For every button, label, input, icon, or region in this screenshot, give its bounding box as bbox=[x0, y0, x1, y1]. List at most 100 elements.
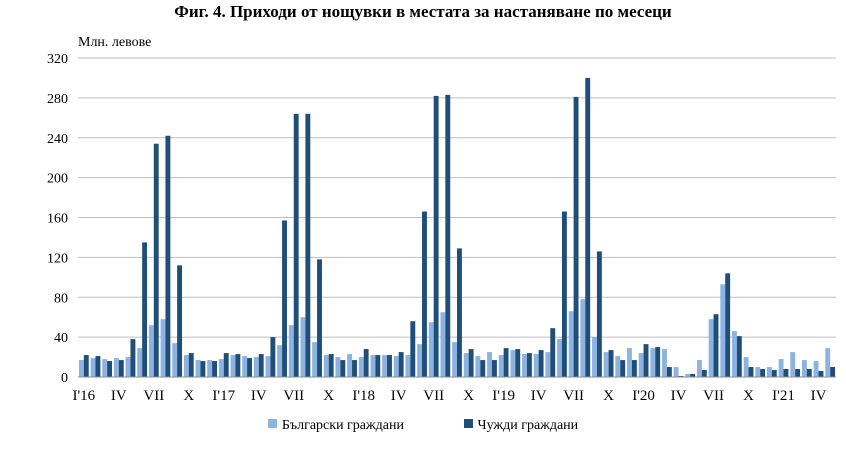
bar-bulgarian bbox=[265, 356, 271, 377]
bar-bulgarian bbox=[510, 350, 516, 377]
bar-bulgarian bbox=[533, 354, 539, 377]
bar-foreign bbox=[212, 361, 218, 377]
bar-bulgarian bbox=[417, 344, 423, 377]
bar-bulgarian bbox=[347, 354, 353, 377]
bar-foreign bbox=[95, 356, 101, 377]
x-tick-label: I'21 bbox=[772, 388, 795, 404]
bar-foreign bbox=[177, 265, 183, 377]
bar-bulgarian bbox=[568, 311, 574, 377]
bar-foreign bbox=[596, 251, 602, 377]
bar-foreign bbox=[153, 143, 159, 377]
bar-bulgarian bbox=[137, 348, 143, 377]
bar-foreign bbox=[188, 353, 194, 377]
bar-bulgarian bbox=[277, 345, 283, 377]
bar-bulgarian bbox=[172, 343, 178, 377]
bar-foreign bbox=[608, 350, 614, 377]
y-axis-label: Млн. левове bbox=[78, 35, 151, 50]
bar-foreign bbox=[515, 349, 521, 377]
bar-bulgarian bbox=[790, 352, 796, 377]
x-tick-label: VII bbox=[703, 388, 724, 404]
bar-foreign bbox=[748, 367, 754, 377]
bar-foreign bbox=[771, 370, 777, 377]
x-tick-label: I'17 bbox=[212, 388, 235, 404]
x-tick-label: X bbox=[743, 388, 754, 404]
y-tick-label: 120 bbox=[47, 251, 68, 266]
bar-foreign bbox=[526, 353, 532, 377]
bar-foreign bbox=[422, 211, 427, 377]
bar-foreign bbox=[398, 352, 404, 377]
bar-foreign bbox=[585, 77, 591, 377]
bar-bulgarian bbox=[475, 356, 481, 377]
bar-foreign bbox=[223, 353, 229, 377]
bar-bulgarian bbox=[125, 357, 131, 377]
bar-foreign bbox=[107, 361, 113, 377]
bar-bulgarian bbox=[801, 360, 807, 377]
legend-item-bulgarian: Български граждани bbox=[267, 418, 404, 434]
bar-foreign bbox=[258, 354, 264, 377]
bar-foreign bbox=[550, 328, 556, 377]
bar-bulgarian bbox=[720, 284, 726, 377]
bar-bulgarian bbox=[603, 352, 609, 377]
bar-foreign bbox=[503, 348, 509, 377]
bar-bulgarian bbox=[195, 360, 201, 377]
bar-bulgarian bbox=[755, 367, 761, 377]
bar-bulgarian bbox=[487, 352, 492, 377]
bar-bulgarian bbox=[557, 339, 562, 377]
bar-foreign bbox=[118, 360, 124, 377]
bar-bulgarian bbox=[90, 358, 96, 377]
bar-bulgarian bbox=[393, 356, 399, 377]
x-tick-label: VII bbox=[563, 388, 584, 404]
bar-foreign bbox=[200, 361, 206, 377]
legend-item-foreign: Чужди граждани bbox=[463, 418, 578, 434]
bar-foreign bbox=[690, 374, 696, 377]
bar-bulgarian bbox=[218, 359, 224, 377]
x-tick-label: IV bbox=[531, 388, 547, 404]
bar-bulgarian bbox=[335, 357, 341, 377]
bar-bulgarian bbox=[183, 355, 189, 377]
bar-bulgarian bbox=[382, 355, 388, 377]
legend-swatch-foreign bbox=[463, 419, 473, 428]
bar-bulgarian bbox=[825, 348, 831, 377]
legend-swatch-bulgarian bbox=[267, 419, 277, 428]
bar-foreign bbox=[491, 360, 497, 377]
bar-bulgarian bbox=[638, 353, 644, 377]
x-tick-label: X bbox=[183, 388, 194, 404]
y-tick-label: 240 bbox=[47, 132, 68, 147]
bar-foreign bbox=[666, 367, 672, 377]
bar-foreign bbox=[130, 339, 136, 377]
bar-bulgarian bbox=[452, 342, 457, 377]
bar-foreign bbox=[631, 360, 637, 377]
bar-foreign bbox=[317, 259, 322, 377]
bar-foreign bbox=[830, 367, 836, 377]
bar-foreign bbox=[83, 355, 89, 377]
bar-foreign bbox=[375, 355, 381, 377]
bar-group bbox=[78, 77, 836, 378]
y-tick-label: 40 bbox=[54, 331, 68, 346]
bar-foreign bbox=[305, 113, 311, 377]
bar-bulgarian bbox=[778, 359, 784, 377]
bar-foreign bbox=[573, 96, 579, 377]
bar-bulgarian bbox=[113, 358, 119, 377]
bar-bulgarian bbox=[463, 353, 469, 377]
x-tick-label: I'16 bbox=[72, 388, 95, 404]
y-tick-label: 320 bbox=[47, 52, 68, 67]
bar-foreign bbox=[643, 344, 649, 377]
chart-legend: Български граждани Чужди граждани bbox=[0, 418, 846, 434]
bar-foreign bbox=[235, 354, 241, 377]
axes: 0 40 80 120 160 200 240 280 320 I'16 IV VII X I'17 IV V… bbox=[47, 52, 836, 404]
bar-foreign bbox=[165, 135, 171, 377]
bar-bulgarian bbox=[370, 355, 376, 377]
bar-bulgarian bbox=[813, 361, 819, 377]
x-tick-label: VII bbox=[143, 388, 164, 404]
bar-foreign bbox=[352, 360, 357, 377]
x-tick-label: X bbox=[463, 388, 474, 404]
bar-foreign bbox=[142, 242, 148, 377]
bar-foreign bbox=[795, 369, 801, 377]
bar-bulgarian bbox=[102, 359, 108, 377]
bar-bulgarian bbox=[766, 367, 772, 377]
x-tick-label: IV bbox=[251, 388, 267, 404]
bar-bulgarian bbox=[230, 355, 236, 377]
bar-bulgarian bbox=[148, 325, 154, 377]
bar-bulgarian bbox=[545, 352, 551, 377]
